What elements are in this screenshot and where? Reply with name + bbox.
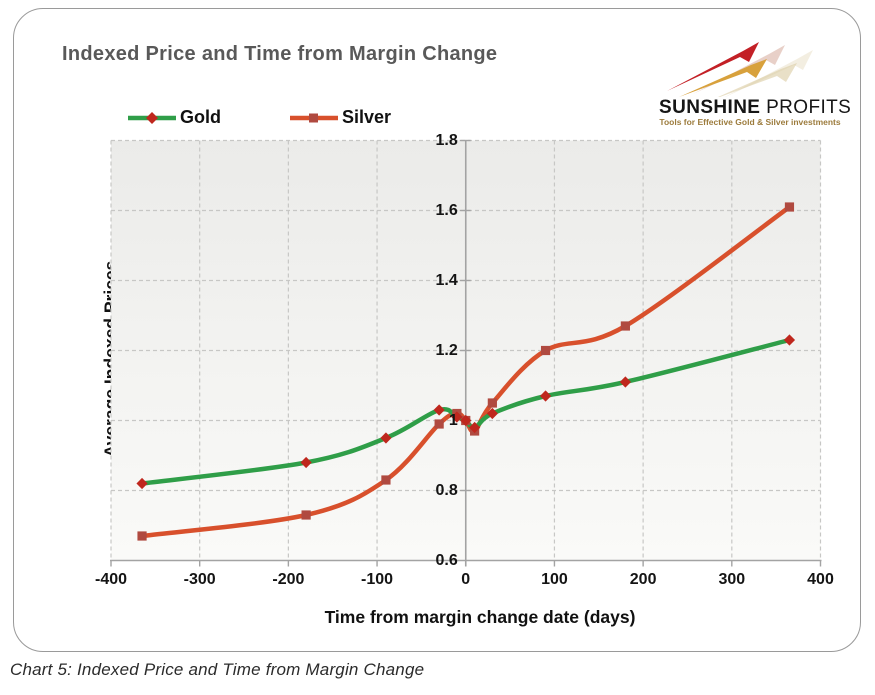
y-tick-label: 0.8 bbox=[435, 481, 458, 499]
x-tick-label: -100 bbox=[361, 571, 394, 588]
chart-title: Indexed Price and Time from Margin Chang… bbox=[62, 43, 498, 65]
x-tick-label: 200 bbox=[629, 571, 657, 588]
x-tick-label: 400 bbox=[807, 571, 834, 588]
legend-item-gold: Gold bbox=[127, 107, 221, 128]
x-tick-label: -200 bbox=[272, 571, 305, 588]
figure-caption: Chart 5: Indexed Price and Time from Mar… bbox=[10, 660, 425, 679]
x-tick-label: 100 bbox=[541, 571, 568, 588]
y-tick-label: 1.4 bbox=[435, 271, 458, 289]
legend-item-silver: Silver bbox=[289, 107, 391, 128]
legend-label-silver: Silver bbox=[342, 107, 392, 127]
y-tick-label: 1 bbox=[448, 411, 458, 429]
x-tick-label: 0 bbox=[461, 571, 471, 588]
silver-line-sample-icon bbox=[290, 113, 338, 122]
gold-line-sample-icon bbox=[128, 111, 176, 124]
y-tick-label: 1.6 bbox=[435, 201, 458, 219]
logo-brand-light: PROFITS bbox=[766, 97, 852, 118]
x-tick-label: -300 bbox=[183, 571, 216, 588]
y-tick-label: 0.6 bbox=[435, 551, 458, 569]
logo-tagline: Tools for Effective Gold & Silver invest… bbox=[659, 117, 841, 127]
x-tick-label: 300 bbox=[718, 571, 746, 588]
y-tick-label: 1.2 bbox=[435, 341, 458, 359]
lightning-streaks-icon bbox=[667, 42, 813, 97]
y-axis-title: Average Indexed Prices bbox=[100, 260, 121, 458]
legend-label-gold: Gold bbox=[180, 107, 221, 127]
x-tick-label: -400 bbox=[94, 571, 128, 588]
logo-brand-text: SUNSHINE PROFITS bbox=[659, 97, 851, 119]
x-axis-title: Time from margin change date (days) bbox=[324, 607, 636, 627]
logo-brand-bold: SUNSHINE bbox=[659, 97, 761, 118]
chart-legend: Gold Silver bbox=[127, 107, 391, 128]
sunshine-profits-logo: SUNSHINE PROFITS Tools for Effective Gol… bbox=[659, 35, 851, 131]
y-tick-label: 1.8 bbox=[435, 131, 458, 149]
